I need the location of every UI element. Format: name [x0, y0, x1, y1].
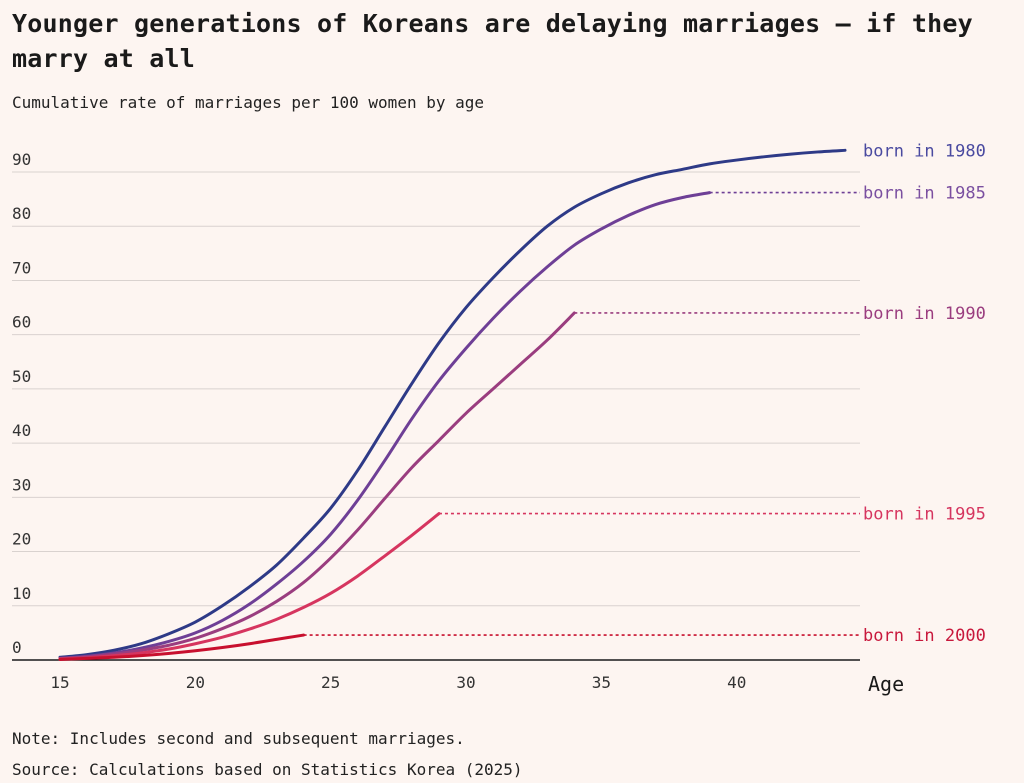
series-label-born-in-1995: born in 1995 [863, 505, 986, 525]
y-tick-label: 70 [12, 258, 31, 277]
line-chart: 0 10 20 30 40 50 60 70 80 90 15 20 25 30 35 40 born in… [12, 141, 986, 696]
y-tick-label: 80 [12, 204, 31, 223]
x-tick-label: 15 [50, 673, 69, 692]
grid-lines [12, 171, 860, 661]
y-tick-label: 90 [12, 150, 31, 169]
series-label-born-in-2000: born in 2000 [863, 626, 986, 646]
chart-subtitle: Cumulative rate of marriages per 100 wom… [12, 93, 485, 112]
chart-title: Younger generations of Koreans are delay… [12, 9, 973, 73]
series-labels: born in 1980 born in 1985 born in 1990 born… [863, 141, 986, 646]
series-lines [58, 148, 860, 661]
y-tick-label: 20 [12, 530, 31, 549]
y-tick-labels: 0 10 20 30 40 50 60 70 80 90 [12, 150, 31, 657]
series-line-born-in-1985 [58, 191, 712, 660]
x-tick-label: 35 [592, 673, 611, 692]
series-line-born-in-2000 [58, 633, 306, 661]
y-tick-label: 40 [12, 421, 31, 440]
x-tick-label: 20 [186, 673, 205, 692]
y-tick-label: 50 [12, 367, 31, 386]
x-axis-label: Age [868, 672, 904, 696]
series-line-born-in-1980 [58, 148, 847, 659]
x-tick-label: 25 [321, 673, 340, 692]
y-tick-label: 60 [12, 313, 31, 332]
series-label-born-in-1990: born in 1990 [863, 304, 986, 324]
x-tick-labels: 15 20 25 30 35 40 [50, 673, 746, 692]
x-tick-label: 30 [456, 673, 475, 692]
chart-note: Note: Includes second and subsequent mar… [12, 729, 465, 748]
series-line-born-in-1995 [58, 512, 441, 661]
y-tick-label: 30 [12, 475, 31, 494]
chart-source: Source: Calculations based on Statistics… [12, 760, 523, 779]
y-tick-label: 10 [12, 584, 31, 603]
y-tick-label: 0 [12, 638, 22, 657]
series-label-born-in-1985: born in 1985 [863, 184, 986, 204]
series-label-born-in-1980: born in 1980 [863, 141, 986, 161]
series-line-born-in-1990 [58, 311, 576, 660]
x-tick-label: 40 [727, 673, 746, 692]
